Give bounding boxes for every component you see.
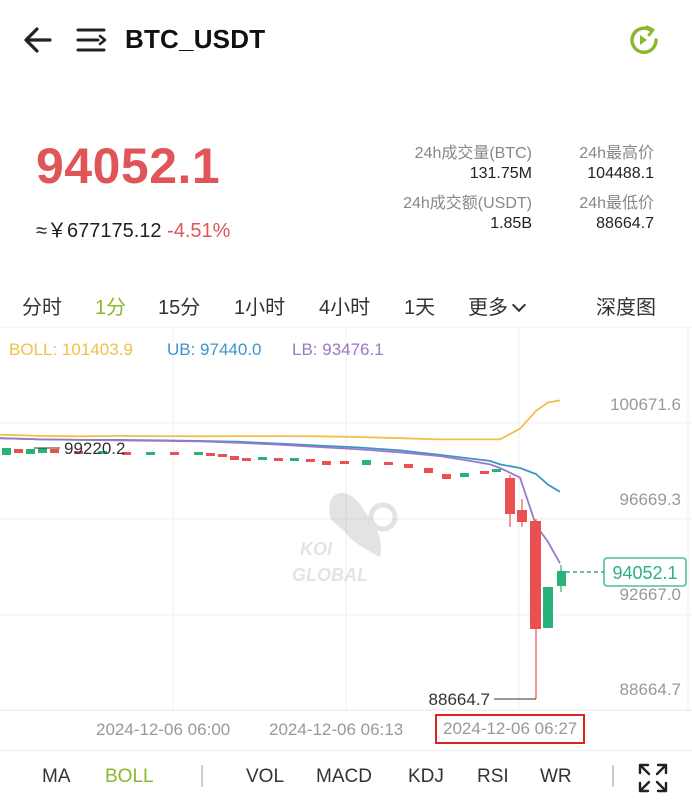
tab-more-label: 更多 (468, 297, 508, 319)
vol-usdt-label: 24h成交额(USDT) (403, 195, 532, 212)
indicator-vol[interactable]: VOL (246, 766, 285, 787)
tab-1m[interactable]: 1分 (95, 297, 127, 319)
tab-4h[interactable]: 4小时 (319, 297, 371, 319)
candle-down (122, 452, 131, 455)
candle-up (2, 448, 11, 455)
candle-down (404, 464, 413, 468)
vol-btc-label: 24h成交量(BTC) (414, 145, 532, 162)
candle-up (194, 452, 203, 455)
watermark-circle (368, 502, 398, 532)
candle-down (384, 462, 393, 465)
current-price-tag-box (603, 557, 687, 587)
candle-up (362, 460, 371, 465)
indicator-wr[interactable]: WR (540, 766, 572, 787)
watermark-fish-shape (329, 493, 381, 557)
lb-legend: LB: 93476.1 (292, 340, 384, 359)
change-percent: -4.51% (167, 220, 231, 242)
candle-up (543, 587, 553, 628)
candles-group (2, 448, 566, 699)
trading-pair-title[interactable]: BTC_USDT (125, 24, 266, 54)
tab-15m[interactable]: 15分 (158, 297, 201, 319)
time-label-highlighted: 2024-12-06 06:27 (435, 714, 586, 744)
candle-down (74, 451, 83, 454)
kline-chart[interactable]: KOI GLOBAL BOLL: 101403.9 UB: 97440.0 LB… (0, 327, 692, 710)
current-price-tag: 94052.1 (612, 563, 677, 583)
candle-down (442, 474, 451, 479)
high-label: 24h最高价 (579, 145, 654, 162)
tab-depth-chart[interactable]: 深度图 (596, 297, 656, 319)
timeframe-tabs: 分时 1分 15分 1小时 4小时 1天 更多 深度图 (0, 283, 692, 323)
candle-up (98, 451, 107, 454)
price-tick: 88664.7 (620, 680, 681, 699)
price-tick: 100671.6 (610, 395, 681, 414)
tab-1d[interactable]: 1天 (404, 297, 436, 319)
watermark-text-koi: KOI (300, 539, 333, 559)
candle-down (517, 510, 527, 522)
candle-down (322, 461, 331, 465)
fullscreen-expand-icon[interactable] (636, 761, 670, 795)
candle-up (258, 457, 267, 460)
candle-up (38, 448, 47, 453)
high-marker-label: 99220.2 (64, 439, 125, 458)
time-label: 2024-12-06 06:13 (269, 720, 404, 739)
price-tick: 92667.0 (620, 585, 681, 604)
tab-1h[interactable]: 1小时 (234, 297, 286, 319)
candle-down (50, 449, 59, 453)
low-value: 88664.7 (596, 215, 654, 232)
indicator-bar: MA BOLL VOL MACD KDJ RSI WR (0, 750, 692, 803)
candle-down (170, 452, 179, 455)
candle-up (492, 469, 501, 472)
tab-fenshi[interactable]: 分时 (22, 297, 62, 319)
candle-up (557, 571, 566, 586)
candle-up (460, 473, 469, 477)
candle-down (340, 461, 349, 464)
candle-down (530, 521, 541, 629)
time-axis: 2024-12-06 06:00 2024-12-06 06:13 2024-1… (0, 710, 692, 750)
last-price: 94052.1 (36, 138, 221, 194)
indicator-macd[interactable]: MACD (316, 766, 372, 787)
vol-usdt-value: 1.85B (490, 215, 532, 232)
tab-more[interactable]: 更多 (468, 291, 527, 320)
candle-down (274, 458, 283, 461)
price-sub-line: ≈￥677175.12 -4.51% (36, 214, 230, 243)
low-label: 24h最低价 (579, 195, 654, 212)
divider (612, 765, 614, 787)
candle-down (480, 471, 489, 474)
boll-legend: BOLL: 101403.9 (9, 340, 133, 359)
candle-up (146, 452, 155, 455)
candle-up (26, 449, 35, 454)
candle-down (242, 458, 251, 461)
low-marker-label: 88664.7 (429, 690, 490, 709)
indicator-kdj[interactable]: KDJ (408, 766, 444, 787)
candle-down (505, 478, 515, 514)
kline-chart-svg: KOI GLOBAL BOLL: 101403.9 UB: 97440.0 LB… (0, 327, 692, 710)
candle-down (306, 459, 315, 462)
time-label: 2024-12-06 06:00 (96, 720, 231, 739)
indicator-ma[interactable]: MA (42, 766, 71, 787)
cny-value: ≈￥677175.12 (36, 220, 162, 242)
top-bar: BTC_USDT (0, 0, 692, 80)
vol-btc-value: 131.75M (469, 165, 532, 182)
divider (201, 765, 203, 787)
indicator-rsi[interactable]: RSI (477, 766, 509, 787)
candle-down (14, 449, 23, 453)
refresh-icon[interactable] (626, 22, 662, 58)
boll-mid-line (0, 399, 561, 441)
ub-legend: UB: 97440.0 (167, 340, 262, 359)
price-tick: 96669.3 (620, 490, 681, 509)
koi-global-watermark: KOI GLOBAL (292, 493, 398, 585)
candle-up (290, 458, 299, 461)
watermark-text-global: GLOBAL (292, 565, 368, 585)
chevron-down-icon (511, 297, 527, 313)
arrow-left-icon[interactable] (20, 22, 56, 58)
candle-down (206, 453, 215, 456)
candle-down (230, 456, 239, 460)
boll-lower-line (0, 437, 561, 564)
candle-down (218, 454, 227, 457)
indicator-boll[interactable]: BOLL (105, 766, 154, 787)
high-value: 104488.1 (587, 165, 654, 182)
candle-down (424, 468, 433, 473)
menu-list-icon[interactable] (76, 24, 108, 56)
